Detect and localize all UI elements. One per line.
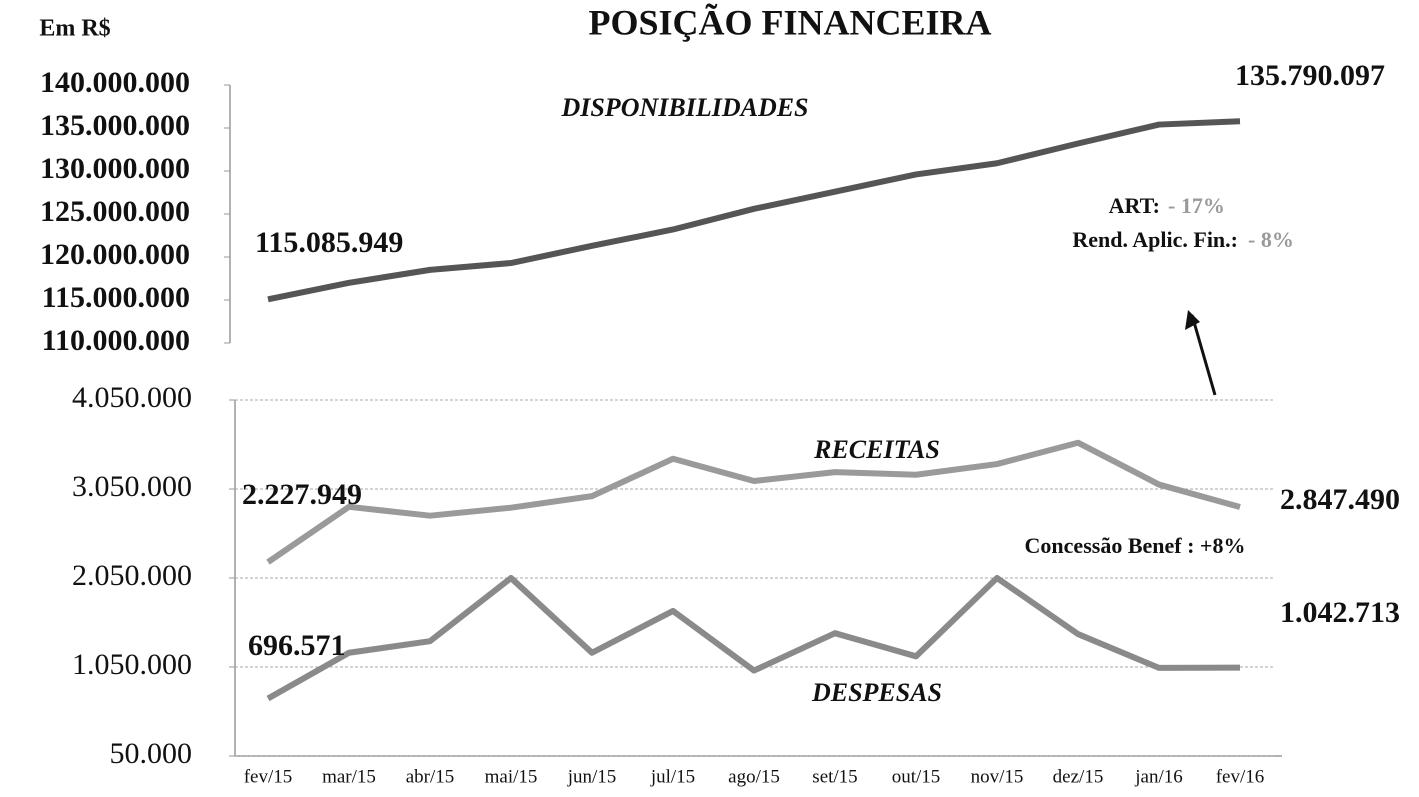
x-tick-label: ago/15 bbox=[728, 766, 780, 787]
x-tick-label: fev/16 bbox=[1216, 766, 1265, 787]
series-label: DISPONIBILIDADES bbox=[560, 93, 808, 122]
y-tick-label: 50.000 bbox=[110, 737, 193, 770]
x-tick-label: nov/15 bbox=[971, 766, 1024, 787]
value-label: 1.042.713 bbox=[1280, 596, 1400, 629]
x-tick-label: mai/15 bbox=[485, 766, 538, 787]
series-line bbox=[267, 118, 1241, 303]
y-tick-label: 3.050.000 bbox=[72, 470, 192, 503]
annotation: Rend. Aplic. Fin.: bbox=[1072, 227, 1238, 252]
x-tick-label: jul/15 bbox=[650, 766, 695, 787]
series-line bbox=[266, 575, 1241, 702]
y-tick-label: 120.000.000 bbox=[40, 238, 190, 271]
x-tick-label: jan/16 bbox=[1134, 766, 1183, 787]
x-tick-label: mar/15 bbox=[322, 766, 376, 787]
x-tick-label: jun/15 bbox=[567, 766, 617, 787]
annotation: - 8% bbox=[1248, 227, 1294, 252]
arrow bbox=[1190, 314, 1217, 396]
x-tick-label: dez/15 bbox=[1053, 766, 1104, 787]
x-tick-label: fev/15 bbox=[244, 766, 293, 787]
arrow-head bbox=[1185, 310, 1200, 330]
annotation: Concessão Benef : +8% bbox=[1025, 533, 1246, 558]
value-label: 696.571 bbox=[248, 629, 346, 662]
x-tick-label: set/15 bbox=[812, 766, 857, 787]
y-tick-label: 110.000.000 bbox=[42, 324, 190, 357]
annotation: - 17% bbox=[1168, 193, 1225, 218]
y-tick-label: 1.050.000 bbox=[72, 648, 192, 681]
series-label: DESPESAS bbox=[811, 678, 942, 707]
y-tick-label: 4.050.000 bbox=[72, 381, 192, 414]
y-tick-label: 115.000.000 bbox=[42, 281, 190, 314]
y-tick-label: 140.000.000 bbox=[40, 66, 190, 99]
y-tick-label: 130.000.000 bbox=[40, 152, 190, 185]
value-label: 115.085.949 bbox=[255, 226, 403, 259]
annotation: ART: bbox=[1109, 193, 1160, 218]
value-label: 2.847.490 bbox=[1280, 483, 1400, 516]
series-line bbox=[266, 439, 1241, 565]
value-label: 135.790.097 bbox=[1235, 59, 1385, 92]
y-tick-label: 125.000.000 bbox=[40, 195, 190, 228]
series-label: RECEITAS bbox=[813, 435, 940, 464]
x-tick-label: abr/15 bbox=[406, 766, 455, 787]
y-tick-label: 2.050.000 bbox=[72, 559, 192, 592]
chart-title: POSIÇÃO FINANCEIRA bbox=[588, 2, 991, 42]
unit-label: Em R$ bbox=[39, 16, 110, 42]
y-tick-label: 135.000.000 bbox=[40, 109, 190, 142]
value-label: 2.227.949 bbox=[242, 478, 362, 511]
x-tick-label: out/15 bbox=[892, 766, 941, 787]
